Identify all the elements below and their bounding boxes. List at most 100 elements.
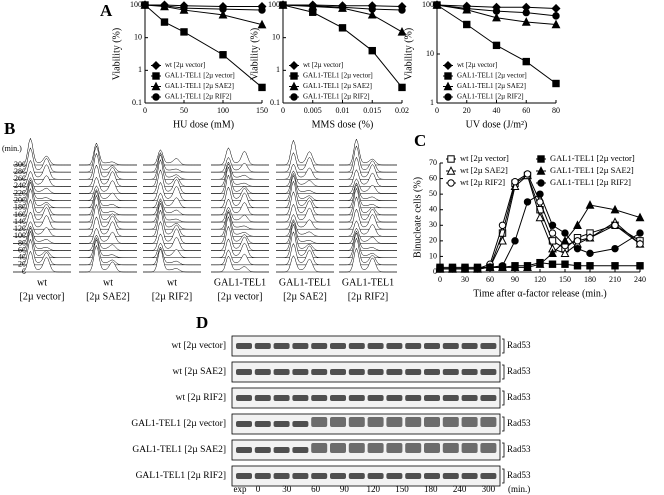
data-point bbox=[611, 221, 619, 229]
blot-band bbox=[330, 473, 346, 479]
y-tick-label: 30 bbox=[429, 220, 437, 229]
blot-band bbox=[330, 343, 346, 349]
blot-band bbox=[480, 395, 497, 401]
lane-label: 90 bbox=[340, 484, 350, 494]
data-point bbox=[398, 6, 406, 14]
histogram-trace bbox=[12, 170, 71, 187]
data-point bbox=[560, 235, 570, 245]
blot-band bbox=[386, 443, 403, 453]
data-point bbox=[160, 2, 169, 10]
blot-band bbox=[442, 443, 459, 453]
data-point bbox=[463, 4, 471, 13]
column-plasmid: [2µ vector] bbox=[218, 291, 263, 302]
y-axis-label: Viability (%) bbox=[403, 28, 414, 80]
blot-band bbox=[236, 473, 252, 479]
data-point bbox=[433, 1, 441, 9]
blot-band bbox=[480, 417, 497, 427]
x-tick-label: 0 bbox=[281, 106, 285, 115]
legend-label: wt [2µ vector] bbox=[303, 61, 343, 69]
histogram-trace bbox=[142, 149, 201, 166]
column-plasmid: [2µ SAE2] bbox=[283, 291, 327, 302]
blot-band bbox=[236, 369, 252, 375]
data-point bbox=[511, 237, 519, 245]
legend-label: wt [2µ vector] bbox=[457, 61, 497, 69]
y-tick-label: 0.1 bbox=[132, 98, 142, 107]
histogram-trace bbox=[210, 147, 269, 166]
blot-band bbox=[311, 473, 328, 479]
histogram-trace bbox=[339, 145, 397, 173]
column-plasmid: [2µ vector] bbox=[20, 291, 65, 302]
y-tick-label: 200 bbox=[14, 195, 26, 204]
data-point bbox=[573, 237, 582, 245]
y-tick-label: 1 bbox=[138, 65, 142, 74]
histogram-stack bbox=[142, 149, 201, 273]
data-point bbox=[573, 244, 582, 253]
x-axis-label: HU dose (mM) bbox=[173, 119, 234, 130]
legend-marker bbox=[443, 81, 453, 91]
legend-marker bbox=[151, 60, 161, 71]
histogram-stack bbox=[12, 137, 71, 273]
panel-label: D bbox=[196, 313, 208, 332]
protein-label: Rad53 bbox=[507, 470, 531, 480]
blot-band bbox=[254, 395, 271, 401]
column-strain: wt bbox=[37, 277, 47, 288]
y-tick-label: 20 bbox=[18, 260, 26, 269]
y-tick-label: 20 bbox=[429, 236, 437, 245]
histogram-stack bbox=[275, 139, 334, 273]
blot-band bbox=[424, 343, 440, 349]
x-tick-label: 150 bbox=[256, 106, 268, 115]
blot-band bbox=[442, 343, 459, 349]
histogram-trace bbox=[142, 192, 201, 209]
legend-marker bbox=[290, 93, 298, 101]
data-point bbox=[180, 4, 188, 12]
x-axis-label: MMS dose (%) bbox=[312, 119, 374, 130]
legend-marker bbox=[290, 72, 298, 80]
histogram-trace bbox=[143, 169, 201, 194]
histogram-trace bbox=[210, 206, 269, 223]
lane-label: exp bbox=[234, 484, 247, 494]
blot-band bbox=[348, 343, 365, 349]
histogram-trace bbox=[13, 221, 71, 237]
data-point bbox=[573, 262, 582, 270]
lane-label: 30 bbox=[282, 484, 292, 494]
histogram-trace bbox=[275, 180, 334, 209]
blot-band bbox=[442, 473, 459, 479]
x-tick-label: 100 bbox=[217, 106, 229, 115]
y-tick-label: 240 bbox=[14, 181, 26, 190]
histogram-trace bbox=[210, 255, 269, 273]
legend-label: wt [2µ vector] bbox=[165, 61, 205, 69]
x-tick-label: 120 bbox=[534, 275, 546, 284]
x-tick-label: 60 bbox=[486, 275, 494, 284]
blot-band bbox=[386, 343, 403, 349]
column-strain: GAL1-TEL1 bbox=[342, 277, 394, 288]
data-point bbox=[586, 249, 594, 258]
bracket bbox=[502, 338, 505, 354]
histogram-trace bbox=[143, 209, 201, 237]
row-label: wt [2µ SAE2] bbox=[173, 367, 227, 377]
histogram-trace bbox=[142, 220, 201, 244]
y-tick-label: 1 bbox=[276, 65, 280, 74]
x-tick-label: 180 bbox=[584, 275, 596, 284]
blot-strip bbox=[231, 361, 501, 383]
x-tick-label: 210 bbox=[609, 275, 621, 284]
histogram-trace bbox=[210, 215, 269, 244]
blot-band bbox=[236, 421, 252, 427]
blot-band bbox=[480, 443, 497, 453]
y-tick-label: 50 bbox=[429, 189, 437, 198]
histogram-trace bbox=[338, 196, 397, 223]
histogram-trace bbox=[338, 237, 397, 266]
blot-band bbox=[405, 369, 422, 375]
blot-band bbox=[461, 369, 478, 375]
lane-unit: (min.) bbox=[508, 484, 530, 494]
data-point bbox=[522, 8, 530, 17]
blot-band bbox=[292, 395, 309, 401]
lane-label: 0 bbox=[256, 484, 261, 494]
blot-strip bbox=[231, 387, 501, 409]
data-point bbox=[523, 262, 532, 272]
y-tick-label: 10 bbox=[134, 32, 142, 41]
legend-label: GAL1-TEL1 [2µ SAE2] bbox=[550, 165, 634, 175]
series-line bbox=[440, 173, 641, 270]
histogram-trace bbox=[78, 244, 137, 273]
x-tick-label: 0.01 bbox=[336, 106, 350, 115]
data-point bbox=[636, 229, 644, 237]
